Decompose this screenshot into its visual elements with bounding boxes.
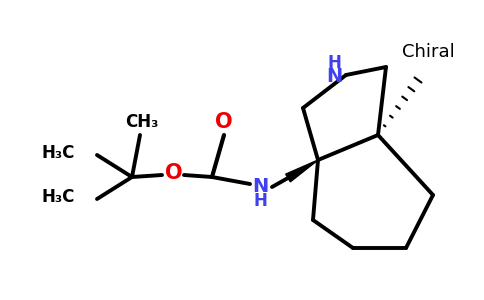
Text: H₃C: H₃C bbox=[42, 188, 75, 206]
Text: H: H bbox=[253, 192, 267, 210]
Text: CH₃: CH₃ bbox=[125, 113, 159, 131]
Text: N: N bbox=[326, 68, 342, 86]
Polygon shape bbox=[286, 160, 318, 182]
Text: Chiral: Chiral bbox=[402, 43, 455, 61]
Text: O: O bbox=[215, 112, 233, 132]
Text: H: H bbox=[327, 54, 341, 72]
Text: O: O bbox=[165, 163, 183, 183]
Text: H₃C: H₃C bbox=[42, 144, 75, 162]
Text: N: N bbox=[252, 176, 268, 196]
